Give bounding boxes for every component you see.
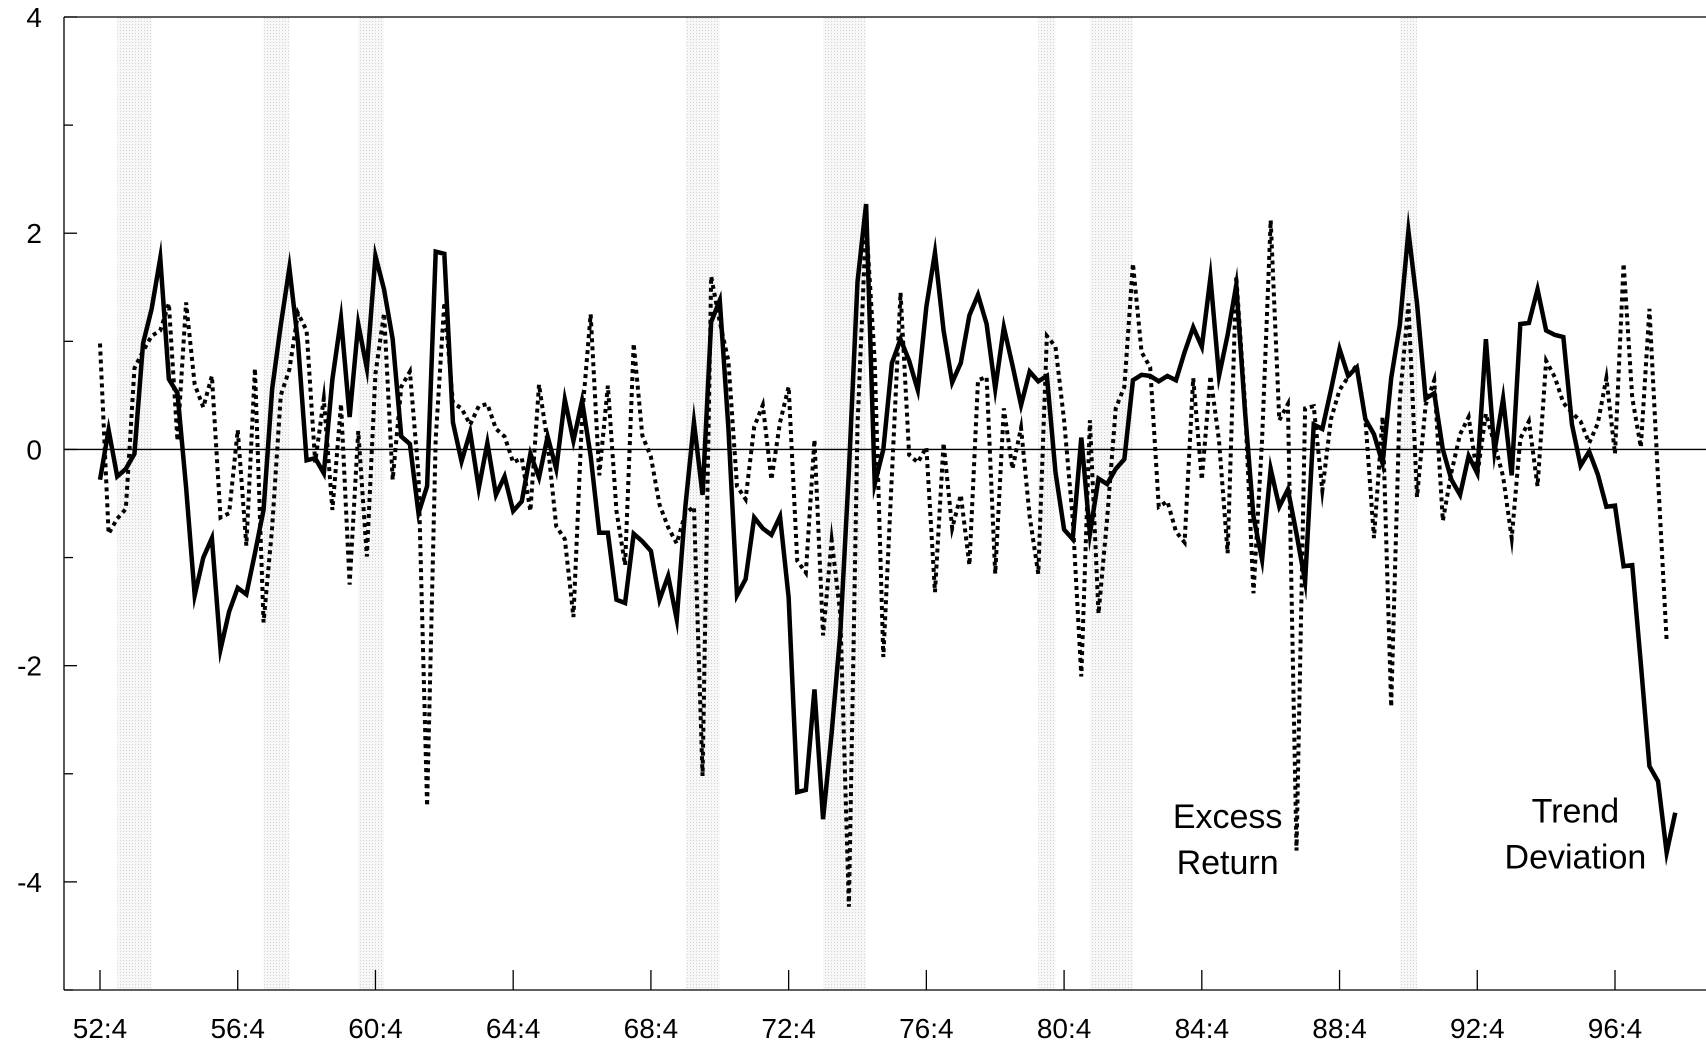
x-tick-label: 96:4 bbox=[1588, 1013, 1643, 1044]
x-tick-label: 80:4 bbox=[1037, 1013, 1092, 1044]
shaded-period-5 bbox=[823, 17, 867, 990]
x-tick-label: 76:4 bbox=[899, 1013, 954, 1044]
annotations: Excess Return Trend Deviation bbox=[1173, 792, 1646, 881]
annotation-line: Trend bbox=[1532, 792, 1620, 830]
shaded-period-2 bbox=[263, 17, 290, 990]
x-tick-label: 60:4 bbox=[348, 1013, 403, 1044]
x-tick-label: 68:4 bbox=[624, 1013, 679, 1044]
shaded-period-8 bbox=[1399, 17, 1418, 990]
series-line-2 bbox=[98, 220, 1669, 907]
series-line-1 bbox=[97, 203, 1678, 867]
shaded-period-3 bbox=[358, 17, 385, 990]
axes: -4 -2 0 2 4 52:4 56:4 60:4 64:4 68:4 72:4 76:4 80:4 8… bbox=[17, 2, 1706, 1044]
annotation-line: Return bbox=[1177, 844, 1279, 882]
x-tick-label: 92:4 bbox=[1450, 1013, 1505, 1044]
shaded-period-6 bbox=[1038, 17, 1056, 990]
annotation-1: Excess Return bbox=[1173, 798, 1283, 882]
annotation-2: Trend Deviation bbox=[1505, 792, 1647, 876]
shaded-period-7 bbox=[1089, 17, 1133, 990]
x-tick-label: 56:4 bbox=[210, 1013, 265, 1044]
shaded-period-4 bbox=[685, 17, 720, 990]
x-tick-label: 84:4 bbox=[1175, 1013, 1230, 1044]
x-tick-label: 88:4 bbox=[1312, 1013, 1367, 1044]
annotation-line: Excess bbox=[1173, 798, 1283, 836]
y-tick-label: 4 bbox=[26, 2, 42, 33]
data-series bbox=[97, 203, 1678, 907]
x-tick-label: 52:4 bbox=[73, 1013, 128, 1044]
y-tick-label: -4 bbox=[17, 867, 42, 898]
shaded-period-1 bbox=[117, 17, 152, 990]
y-tick-label: -2 bbox=[17, 651, 42, 682]
x-tick-label: 64:4 bbox=[486, 1013, 541, 1044]
x-tick-label: 72:4 bbox=[761, 1013, 816, 1044]
annotation-line: Deviation bbox=[1505, 838, 1647, 876]
y-tick-label: 0 bbox=[26, 434, 42, 465]
y-tick-label: 2 bbox=[26, 218, 42, 249]
